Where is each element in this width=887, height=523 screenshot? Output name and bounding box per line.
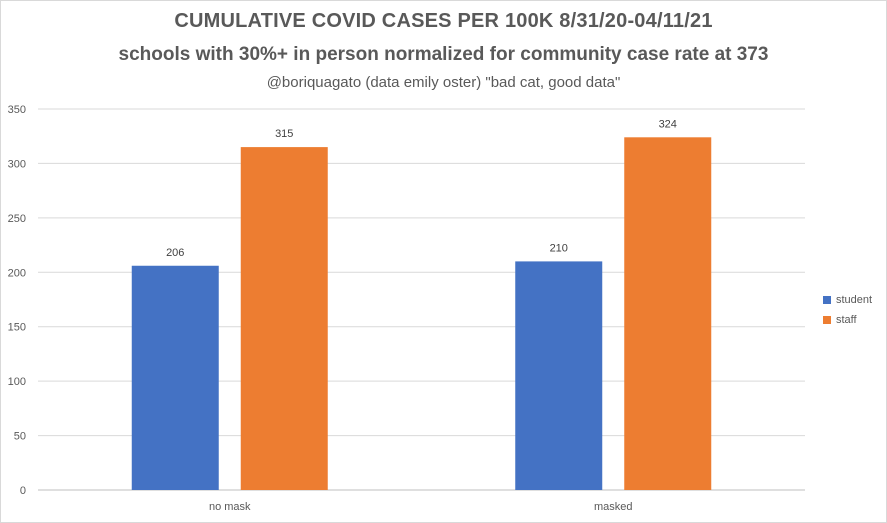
bar-staff [240,147,328,490]
chart-subtitle: schools with 30%+ in person normalized f… [118,44,769,65]
y-tick-label: 300 [8,158,26,170]
y-tick-label: 50 [14,431,26,443]
y-tick-label: 150 [8,322,26,334]
x-tick-label: no mask [209,501,251,513]
data-label: 315 [275,128,293,140]
bar-student [131,265,219,490]
bar-student [515,261,603,490]
y-tick-label: 0 [20,485,26,497]
legend-swatch-staff [823,316,831,324]
y-tick-label: 200 [8,267,26,279]
chart-title: CUMULATIVE COVID CASES PER 100K 8/31/20-… [174,10,713,32]
legend-item-student: student [823,290,872,310]
y-tick-label: 350 [8,104,26,116]
data-label: 324 [659,118,677,130]
chart-caption: @boriquagato (data emily oster) "bad cat… [266,74,621,91]
legend: student staff [823,290,872,330]
y-tick-label: 250 [8,213,26,225]
legend-swatch-student [823,296,831,304]
legend-label-staff: staff [836,314,857,326]
data-label: 210 [550,242,568,254]
y-tick-label: 100 [8,376,26,388]
bar-staff [624,137,712,490]
legend-label-student: student [836,294,873,306]
x-tick-label: masked [594,501,633,513]
data-label: 206 [166,247,184,259]
legend-item-staff: staff [823,310,872,330]
